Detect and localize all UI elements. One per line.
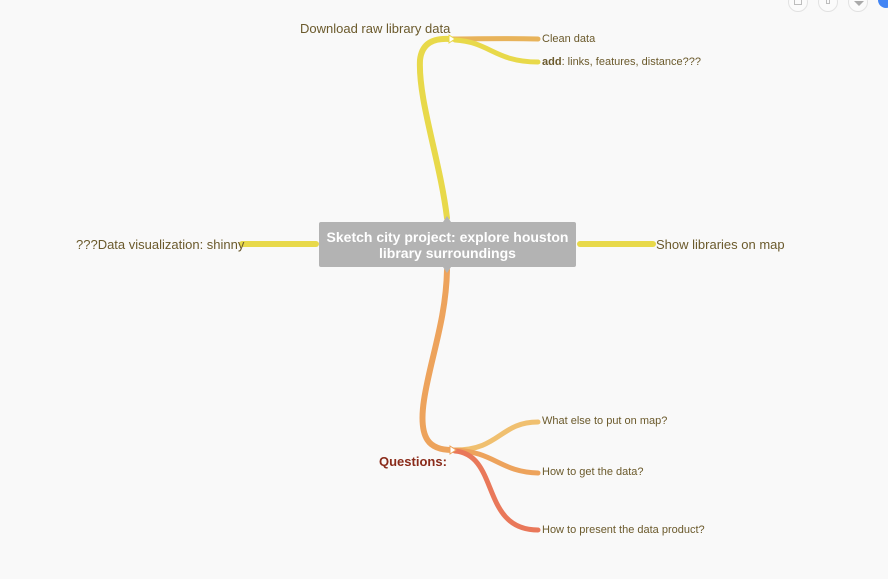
document-icon[interactable] (818, 0, 838, 12)
download-icon[interactable] (848, 0, 868, 12)
root-line-2: library surroundings (379, 244, 516, 261)
download-notch (448, 34, 456, 44)
node-add-rest: : links, features, distance??? (561, 56, 701, 68)
node-clean-data[interactable]: Clean data (542, 33, 596, 45)
node-add-bold: add (542, 56, 562, 68)
node-data-visualization[interactable]: ???Data visualization: shinny (76, 237, 245, 252)
edge-questions-howget (452, 447, 541, 476)
window-icon[interactable] (788, 0, 808, 12)
root-top-notch (443, 216, 451, 222)
node-how-present-data[interactable]: How to present the data product? (542, 524, 705, 536)
edge-questions-howpresent (452, 448, 541, 533)
node-add-links[interactable]: add: links, features, distance??? (542, 56, 701, 68)
edge-root-questions (419, 267, 455, 453)
node-download-raw-data[interactable]: Download raw library data (300, 21, 451, 36)
node-what-else-map[interactable]: What else to put on map? (542, 415, 668, 427)
edge-questions-whatelse (452, 419, 541, 453)
node-questions[interactable]: Questions: (379, 454, 447, 469)
root-line-1: Sketch city project: explore houston (326, 228, 569, 245)
avatar-icon[interactable] (878, 0, 888, 8)
top-toolbar (768, 0, 888, 14)
edge-root-download (416, 35, 453, 221)
questions-notch (449, 445, 457, 455)
root-node-text: Sketch city project: explore houston lib… (323, 229, 573, 261)
root-bottom-notch (443, 267, 451, 273)
node-how-get-data[interactable]: How to get the data? (542, 466, 644, 478)
edge-download-add (452, 37, 541, 65)
node-show-libraries-map[interactable]: Show libraries on map (656, 237, 785, 252)
root-node[interactable]: Sketch city project: explore houston lib… (319, 222, 576, 267)
